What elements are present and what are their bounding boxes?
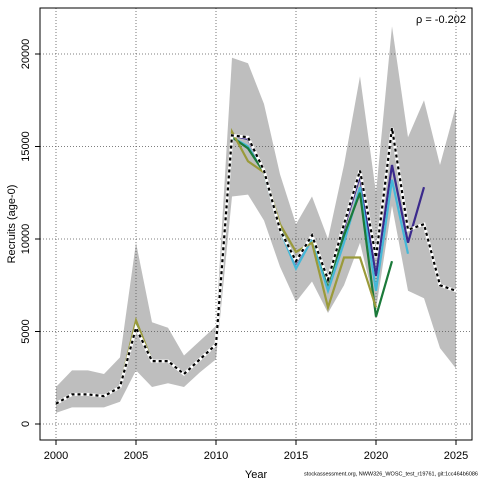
x-tick-label: 2010: [204, 450, 228, 462]
annotation: ρ = -0.202: [416, 14, 466, 26]
y-tick-label: 20000: [20, 39, 32, 70]
plot-frame: [39, 7, 473, 441]
y-tick-label: 15000: [20, 131, 32, 162]
x-tick-label: 2005: [124, 450, 148, 462]
series-line: [55, 127, 457, 405]
x-tick-label: 2025: [444, 450, 468, 462]
confidence-band: [56, 26, 456, 413]
x-tick-label: 2000: [44, 450, 68, 462]
y-axis-label: Recruits (age-0): [6, 185, 18, 264]
y-tick-label: 5000: [20, 319, 32, 343]
x-tick-label: 2015: [284, 450, 308, 462]
x-tick-label: 2020: [364, 450, 388, 462]
x-axis-label: Year: [245, 469, 268, 480]
y-tick-label: 10000: [20, 224, 32, 255]
y-tick-label: 0: [20, 421, 32, 427]
footer: stockassessment.org, NWW326_WOSC_test_r1…: [304, 471, 478, 477]
